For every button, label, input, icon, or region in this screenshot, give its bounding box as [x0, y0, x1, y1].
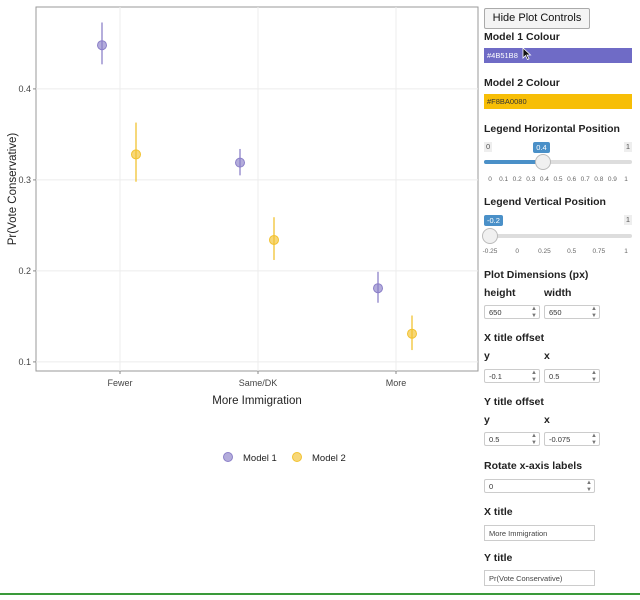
slider-tick-label: 0.7	[580, 176, 590, 183]
y-title-input[interactable]: Pr(Vote Conservative)	[484, 570, 595, 586]
x-tick-label: More	[386, 378, 407, 388]
y-tick-label: 0.4	[18, 84, 31, 94]
y-offset-y-input[interactable]: 0.5 ▲ ▼	[484, 432, 540, 446]
slider-tick-label: 0.4	[539, 176, 549, 183]
slider-tick-label: 0.5	[553, 176, 563, 183]
slider-tick-label: 0.8	[594, 176, 604, 183]
legend-h-value-bubble: 0.4	[533, 142, 550, 153]
slider-tick-label: 0.6	[567, 176, 577, 183]
plot-area: 0.1 0.2 0.3 0.4 Fewer Same/DK More More Immig…	[7, 6, 479, 464]
slider-tick-label: 1	[624, 248, 628, 255]
legend: Model 1 Model 2	[223, 452, 346, 464]
x-offset-x-value: 0.5	[549, 372, 560, 381]
legend-v-value-bubble: -0.2	[484, 215, 503, 226]
slider-tick-label: 0.5	[567, 248, 577, 255]
data-point	[97, 40, 107, 51]
height-value: 650	[489, 308, 502, 317]
legend-label: Model 2	[312, 453, 346, 464]
slider-fill	[484, 160, 544, 164]
slider-tick-label: 0.2	[512, 176, 522, 183]
slider-handle[interactable]	[535, 154, 552, 170]
legend-label: Model 1	[243, 453, 277, 464]
slider-tick-label: 0.75	[592, 248, 606, 255]
slider-track	[484, 160, 632, 164]
slider-tick-label: 0	[488, 176, 492, 183]
y-axis-title: Pr(Vote Conservative)	[7, 133, 19, 246]
x-axis-title: More Immigration	[212, 395, 301, 407]
width-label: width	[544, 287, 572, 299]
stepper-icon[interactable]: ▲ ▼	[591, 306, 597, 319]
plot-dimensions-label: Plot Dimensions (px)	[484, 269, 589, 281]
y-tick-label: 0.1	[18, 357, 31, 367]
x-axis-ticks: Fewer Same/DK More	[107, 371, 406, 388]
hide-plot-controls-button[interactable]: Hide Plot Controls	[484, 8, 590, 29]
width-value: 650	[549, 308, 562, 317]
rotate-value: 0	[489, 482, 494, 491]
x-offset-y-input[interactable]: -0.1 ▲ ▼	[484, 369, 540, 383]
x-offset-x-label: x	[544, 350, 550, 362]
x-offset-y-value: -0.1	[489, 372, 502, 381]
plot-panel	[35, 6, 479, 372]
data-point	[373, 283, 383, 294]
y-offset-y-label: y	[484, 414, 490, 426]
slider-tick-label: 0	[515, 248, 519, 255]
stepper-icon[interactable]: ▲ ▼	[531, 306, 537, 319]
data-point	[235, 157, 245, 168]
data-marks	[97, 22, 417, 351]
slider-tick-label: 0.3	[526, 176, 536, 183]
legend-marker	[223, 452, 233, 462]
data-point	[269, 234, 279, 245]
rotate-x-labels-label: Rotate x-axis labels	[484, 460, 583, 472]
model2-colour-label: Model 2 Colour	[484, 77, 560, 89]
legend-horizontal-label: Legend Horizontal Position	[484, 123, 620, 135]
stepper-icon[interactable]: ▲ ▼	[591, 370, 597, 383]
model1-colour-input[interactable]: #4B51B8	[484, 48, 632, 63]
plot-controls-panel: Hide Plot Controls Model 1 Colour #4B51B…	[481, 0, 640, 597]
legend-h-max-label: 1	[623, 142, 632, 152]
x-title-input[interactable]: More Immigration	[484, 525, 595, 541]
y-title-offset-label: Y title offset	[484, 396, 544, 408]
rotate-x-labels-input[interactable]: 0 ▲ ▼	[484, 479, 595, 493]
slider-tick-label: -0.25	[482, 248, 498, 255]
stepper-icon[interactable]: ▲ ▼	[586, 480, 592, 493]
bottom-border	[0, 593, 640, 595]
y-offset-x-input[interactable]: -0.075 ▲ ▼	[544, 432, 600, 446]
x-title-label: X title	[484, 506, 513, 518]
x-offset-x-input[interactable]: 0.5 ▲ ▼	[544, 369, 600, 383]
y-title-label: Y title	[484, 552, 513, 564]
y-offset-x-value: -0.075	[549, 435, 571, 444]
stepper-icon[interactable]: ▲ ▼	[591, 433, 597, 446]
y-tick-label: 0.3	[18, 175, 31, 185]
mouse-cursor-icon	[522, 47, 532, 61]
height-input[interactable]: 650 ▲ ▼	[484, 305, 540, 319]
height-label: height	[484, 287, 516, 299]
slider-tick-label: 0.25	[538, 248, 551, 255]
y-offset-x-label: x	[544, 414, 550, 426]
legend-vertical-label: Legend Vertical Position	[484, 196, 606, 208]
slider-tick-label: 0.1	[499, 176, 509, 183]
model2-colour-input[interactable]: #F8BA0080	[484, 94, 632, 109]
slider-handle[interactable]	[481, 228, 498, 244]
width-input[interactable]: 650 ▲ ▼	[544, 305, 600, 319]
legend-v-max-label: 1	[623, 215, 632, 225]
y-offset-y-value: 0.5	[489, 435, 500, 444]
legend-h-min-label: 0	[484, 142, 493, 152]
x-offset-y-label: y	[484, 350, 490, 362]
gridlines	[36, 7, 478, 371]
y-tick-label: 0.2	[18, 266, 31, 276]
slider-track	[484, 234, 632, 238]
x-tick-label: Fewer	[107, 378, 132, 388]
stepper-icon[interactable]: ▲ ▼	[531, 433, 537, 446]
x-tick-label: Same/DK	[239, 378, 278, 388]
legend-marker	[292, 452, 302, 462]
x-title-offset-label: X title offset	[484, 332, 545, 344]
slider-tick-label: 1	[624, 176, 628, 183]
model1-colour-label: Model 1 Colour	[484, 31, 560, 43]
slider-tick-label: 0.9	[607, 176, 617, 183]
y-axis-ticks: 0.1 0.2 0.3 0.4	[18, 84, 36, 367]
stepper-icon[interactable]: ▲ ▼	[531, 370, 537, 383]
data-point	[407, 328, 417, 339]
data-point	[131, 149, 141, 160]
